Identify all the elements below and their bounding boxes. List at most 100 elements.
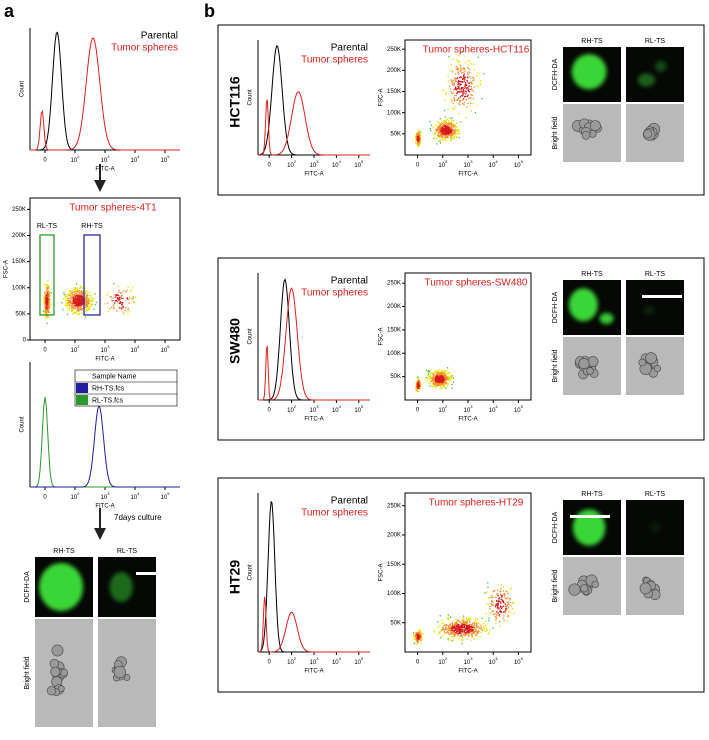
- dot: [460, 96, 461, 97]
- dot: [441, 388, 442, 389]
- dot: [415, 136, 416, 137]
- dot: [512, 608, 513, 609]
- dot: [66, 298, 67, 299]
- dot: [129, 310, 130, 311]
- dot: [72, 309, 73, 310]
- cell: [646, 353, 657, 364]
- dot: [450, 617, 451, 618]
- dot: [510, 605, 511, 606]
- dot: [468, 71, 469, 72]
- dot: [462, 643, 463, 644]
- dot: [79, 288, 80, 289]
- dot: [448, 377, 449, 378]
- dot: [456, 93, 457, 94]
- dot: [443, 123, 444, 124]
- dot: [507, 591, 508, 592]
- dot: [498, 584, 499, 585]
- dot: [458, 628, 459, 629]
- dot: [481, 626, 482, 627]
- dot: [448, 626, 449, 627]
- dot: [48, 301, 49, 302]
- dot: [458, 634, 459, 635]
- dot: [467, 77, 468, 78]
- dot: [434, 134, 435, 135]
- dot: [417, 383, 418, 384]
- dot: [415, 143, 416, 144]
- dot: [464, 627, 465, 628]
- dot: [454, 106, 455, 107]
- dot: [472, 103, 473, 104]
- dot: [450, 634, 451, 635]
- dot: [445, 133, 446, 134]
- dot: [498, 595, 499, 596]
- dot: [444, 383, 445, 384]
- dot: [454, 129, 455, 130]
- plot-title: Tumor spheres-HCT116: [423, 45, 530, 56]
- dot: [122, 308, 123, 309]
- dot: [429, 385, 430, 386]
- dot: [479, 73, 480, 74]
- dot: [461, 84, 462, 85]
- legend-entry: Tumor spheres: [301, 288, 368, 299]
- y-axis-label: FSC-A: [379, 564, 385, 582]
- dot: [456, 122, 457, 123]
- dot: [439, 379, 440, 380]
- dot: [448, 133, 449, 134]
- dot: [442, 382, 443, 383]
- dot: [85, 292, 86, 293]
- x-tick-label: 105: [514, 656, 524, 666]
- cell: [580, 584, 588, 592]
- dot: [471, 635, 472, 636]
- dot: [107, 294, 108, 295]
- cell: [51, 667, 60, 676]
- dot: [485, 627, 486, 628]
- dot: [441, 121, 442, 122]
- dot: [73, 297, 74, 298]
- tick-exponent: 4: [339, 159, 342, 164]
- dot: [119, 307, 120, 308]
- dot: [449, 129, 450, 130]
- dot: [430, 128, 431, 129]
- dot: [454, 84, 455, 85]
- dot: [474, 638, 475, 639]
- dot: [430, 381, 431, 382]
- dot: [416, 640, 417, 641]
- dot: [48, 306, 49, 307]
- dot: [462, 627, 463, 628]
- dot: [464, 102, 465, 103]
- dot: [135, 297, 136, 298]
- dot: [513, 613, 514, 614]
- dot: [482, 629, 483, 630]
- dot: [461, 68, 462, 69]
- dot: [129, 303, 130, 304]
- dot: [86, 301, 87, 302]
- dot: [462, 92, 463, 93]
- y-tick-label: 150K: [387, 327, 401, 333]
- tick-exponent: 3: [316, 656, 319, 661]
- dot: [458, 81, 459, 82]
- dot: [452, 71, 453, 72]
- dot: [79, 302, 80, 303]
- dot: [446, 129, 447, 130]
- x-axis-label: FITC-A: [458, 669, 477, 675]
- dot: [447, 385, 448, 386]
- dot: [439, 632, 440, 633]
- dot: [48, 295, 49, 296]
- dot: [478, 622, 479, 623]
- dot: [480, 628, 481, 629]
- dot: [45, 297, 46, 298]
- tick-exponent: 2: [445, 159, 448, 164]
- dot: [437, 138, 438, 139]
- dot: [458, 92, 459, 93]
- dot: [453, 89, 454, 90]
- cell: [114, 666, 126, 678]
- tick-exponent: 2: [294, 404, 297, 409]
- dot: [463, 90, 464, 91]
- dot: [77, 291, 78, 292]
- dot: [498, 607, 499, 608]
- dot: [454, 108, 455, 109]
- dot: [503, 612, 504, 613]
- dot: [464, 81, 465, 82]
- dot: [432, 373, 433, 374]
